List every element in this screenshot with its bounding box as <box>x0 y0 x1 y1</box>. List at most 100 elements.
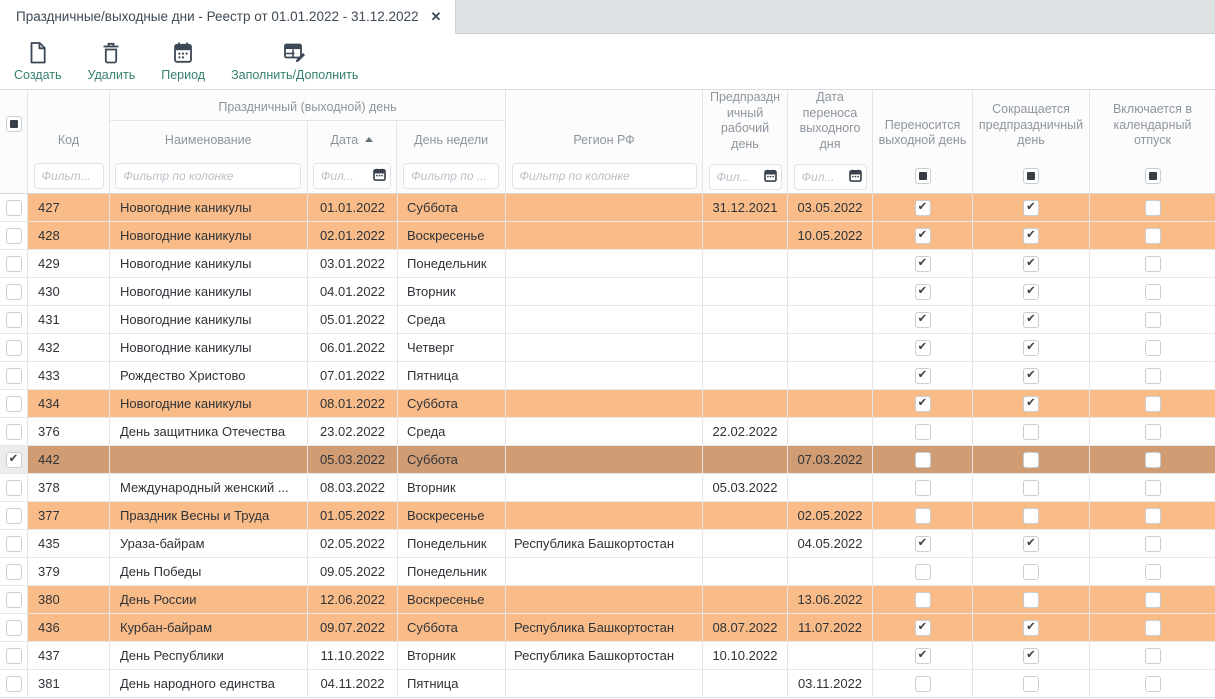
period-button[interactable]: Период <box>161 40 205 82</box>
flag-include-vacation-checkbox[interactable] <box>1144 255 1161 272</box>
row-select-checkbox[interactable] <box>5 339 22 356</box>
fill-append-button[interactable]: Заполнить/Дополнить <box>231 40 358 82</box>
flag-shorten-preholiday-checkbox[interactable] <box>1023 199 1039 216</box>
flag-include-vacation-checkbox[interactable] <box>1144 591 1161 608</box>
filter-shorten-preholiday-checkbox[interactable] <box>1023 167 1039 184</box>
flag-shorten-preholiday-checkbox[interactable] <box>1023 507 1039 524</box>
row-select-checkbox[interactable] <box>5 423 22 440</box>
col-header-date[interactable]: Дата <box>308 121 397 158</box>
filter-transfer-date-input[interactable] <box>793 164 867 191</box>
row-select-checkbox[interactable] <box>5 619 22 636</box>
flag-include-vacation-checkbox[interactable] <box>1144 367 1161 384</box>
flag-include-vacation-checkbox[interactable] <box>1144 227 1161 244</box>
table-row[interactable]: 380 День России 12.06.2022 Воскресенье 1… <box>0 586 1215 614</box>
create-button[interactable]: Создать <box>14 40 62 82</box>
flag-shorten-preholiday-checkbox[interactable] <box>1023 423 1039 440</box>
flag-shorten-preholiday-checkbox[interactable] <box>1023 591 1039 608</box>
table-row[interactable]: 430 Новогодние каникулы 04.01.2022 Вторн… <box>0 278 1215 306</box>
col-header-include-vacation[interactable]: Включается в календарный отпуск <box>1112 102 1193 148</box>
row-select-checkbox[interactable] <box>5 675 22 692</box>
flag-shorten-preholiday-checkbox[interactable] <box>1023 311 1039 328</box>
flag-transfer-weekend-checkbox[interactable] <box>914 395 931 412</box>
table-row[interactable]: 434 Новогодние каникулы 08.01.2022 Суббо… <box>0 390 1215 418</box>
flag-shorten-preholiday-checkbox[interactable] <box>1023 479 1039 496</box>
table-row[interactable]: 431 Новогодние каникулы 05.01.2022 Среда <box>0 306 1215 334</box>
flag-shorten-preholiday-checkbox[interactable] <box>1023 339 1039 356</box>
flag-transfer-weekend-checkbox[interactable] <box>914 647 931 664</box>
flag-include-vacation-checkbox[interactable] <box>1144 647 1161 664</box>
flag-shorten-preholiday-checkbox[interactable] <box>1023 563 1039 580</box>
row-select-checkbox[interactable] <box>5 563 22 580</box>
flag-transfer-weekend-checkbox[interactable] <box>914 423 931 440</box>
filter-name-input[interactable] <box>115 162 302 189</box>
flag-shorten-preholiday-checkbox[interactable] <box>1023 451 1039 468</box>
table-row[interactable]: 436 Курбан-байрам 09.07.2022 Суббота Рес… <box>0 614 1215 642</box>
flag-transfer-weekend-checkbox[interactable] <box>914 563 931 580</box>
flag-include-vacation-checkbox[interactable] <box>1144 675 1161 692</box>
table-row[interactable]: 379 День Победы 09.05.2022 Понедельник <box>0 558 1215 586</box>
col-header-region[interactable]: Регион РФ <box>573 133 635 148</box>
table-row[interactable]: 377 Праздник Весны и Труда 01.05.2022 Во… <box>0 502 1215 530</box>
table-row[interactable]: 381 День народного единства 04.11.2022 П… <box>0 670 1215 698</box>
flag-shorten-preholiday-checkbox[interactable] <box>1023 227 1039 244</box>
row-select-checkbox[interactable] <box>5 367 22 384</box>
flag-transfer-weekend-checkbox[interactable] <box>914 619 931 636</box>
flag-include-vacation-checkbox[interactable] <box>1144 199 1161 216</box>
flag-include-vacation-checkbox[interactable] <box>1144 535 1161 552</box>
flag-include-vacation-checkbox[interactable] <box>1144 395 1161 412</box>
flag-include-vacation-checkbox[interactable] <box>1144 283 1161 300</box>
table-row[interactable]: 437 День Республики 11.10.2022 Вторник Р… <box>0 642 1215 670</box>
col-header-shorten-preholiday[interactable]: Сокращается предпраздничный день <box>978 102 1084 148</box>
row-select-checkbox[interactable] <box>5 255 22 272</box>
tab-holidays-registry[interactable]: Праздничные/выходные дни - Реестр от 01.… <box>0 0 457 34</box>
table-row[interactable]: 376 День защитника Отечества 23.02.2022 … <box>0 418 1215 446</box>
table-row[interactable]: 427 Новогодние каникулы 01.01.2022 Суббо… <box>0 194 1215 222</box>
flag-transfer-weekend-checkbox[interactable] <box>914 479 931 496</box>
col-header-name[interactable]: Наименование <box>164 133 252 148</box>
col-header-transfer-weekend[interactable]: Переносится выходной день <box>878 117 967 148</box>
flag-include-vacation-checkbox[interactable] <box>1144 423 1161 440</box>
flag-transfer-weekend-checkbox[interactable] <box>914 227 931 244</box>
table-row[interactable]: 435 Ураза-байрам 02.05.2022 Понедельник … <box>0 530 1215 558</box>
flag-transfer-weekend-checkbox[interactable] <box>914 283 931 300</box>
filter-weekday-input[interactable] <box>403 162 500 189</box>
flag-shorten-preholiday-checkbox[interactable] <box>1023 283 1039 300</box>
col-header-transfer-date[interactable]: Дата переноса выходного дня <box>799 90 861 151</box>
row-select-checkbox[interactable] <box>5 451 22 468</box>
flag-transfer-weekend-checkbox[interactable] <box>914 311 931 328</box>
flag-transfer-weekend-checkbox[interactable] <box>914 199 931 216</box>
table-row[interactable]: 428 Новогодние каникулы 02.01.2022 Воскр… <box>0 222 1215 250</box>
filter-kod-input[interactable] <box>33 162 104 189</box>
row-select-checkbox[interactable] <box>5 591 22 608</box>
row-select-checkbox[interactable] <box>5 227 22 244</box>
row-select-checkbox[interactable] <box>5 479 22 496</box>
table-row[interactable]: 378 Международный женский ... 08.03.2022… <box>0 474 1215 502</box>
flag-include-vacation-checkbox[interactable] <box>1144 311 1161 328</box>
flag-transfer-weekend-checkbox[interactable] <box>914 339 931 356</box>
flag-shorten-preholiday-checkbox[interactable] <box>1023 255 1039 272</box>
flag-shorten-preholiday-checkbox[interactable] <box>1023 395 1039 412</box>
flag-transfer-weekend-checkbox[interactable] <box>914 255 931 272</box>
table-row[interactable]: 433 Рождество Христово 07.01.2022 Пятниц… <box>0 362 1215 390</box>
row-select-checkbox[interactable] <box>5 507 22 524</box>
flag-transfer-weekend-checkbox[interactable] <box>914 451 931 468</box>
flag-include-vacation-checkbox[interactable] <box>1144 563 1161 580</box>
flag-include-vacation-checkbox[interactable] <box>1144 451 1161 468</box>
col-header-weekday[interactable]: День недели <box>414 133 489 148</box>
filter-date-input[interactable] <box>312 162 391 189</box>
filter-preholiday-input[interactable] <box>708 164 782 191</box>
flag-include-vacation-checkbox[interactable] <box>1144 339 1161 356</box>
flag-shorten-preholiday-checkbox[interactable] <box>1023 619 1039 636</box>
table-row[interactable]: 432 Новогодние каникулы 06.01.2022 Четве… <box>0 334 1215 362</box>
row-select-checkbox[interactable] <box>5 395 22 412</box>
flag-transfer-weekend-checkbox[interactable] <box>914 675 931 692</box>
flag-shorten-preholiday-checkbox[interactable] <box>1023 647 1039 664</box>
filter-include-vacation-checkbox[interactable] <box>1144 167 1161 184</box>
row-select-checkbox[interactable] <box>5 283 22 300</box>
flag-include-vacation-checkbox[interactable] <box>1144 619 1161 636</box>
col-header-preholiday-workday[interactable]: Предпраздничный рабочий день <box>709 90 781 151</box>
flag-transfer-weekend-checkbox[interactable] <box>914 535 931 552</box>
col-header-kod[interactable]: Код <box>57 133 80 148</box>
row-select-checkbox[interactable] <box>5 647 22 664</box>
row-select-checkbox[interactable] <box>5 311 22 328</box>
